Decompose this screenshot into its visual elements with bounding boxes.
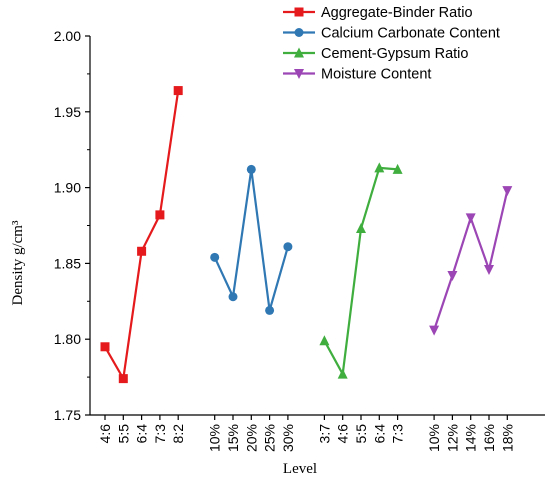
data-point: [429, 325, 440, 336]
series-2: [210, 164, 293, 315]
y-axis-title: Density g/cm³: [10, 220, 26, 305]
y-tick-label: 1.80: [54, 331, 81, 347]
series-1: [100, 86, 183, 384]
axes: [89, 36, 545, 416]
x-tick-label: 10%: [426, 424, 442, 452]
data-point: [246, 164, 256, 174]
legend-marker: [294, 7, 304, 17]
data-point: [210, 252, 220, 262]
legend-item: Cement-Gypsum Ratio: [283, 46, 468, 62]
series-4: [429, 186, 513, 336]
x-tick-label: 4:6: [97, 424, 113, 444]
data-point: [283, 242, 293, 252]
x-tick-label: 3:7: [316, 424, 332, 444]
legend-marker: [294, 47, 304, 58]
legend-marker: [294, 69, 304, 79]
x-tick-label: 4:6: [335, 424, 351, 444]
x-tick-label: 25%: [262, 424, 278, 452]
legend-item: Calcium Carbonate Content: [283, 26, 500, 42]
legend-item: Aggregate-Binder Ratio: [283, 5, 473, 21]
legend-label: Moisture Content: [321, 67, 431, 83]
legend-marker: [294, 28, 304, 37]
data-point: [155, 210, 165, 220]
y-tick-label: 1.85: [54, 255, 81, 271]
x-tick-label: 7:3: [152, 424, 168, 444]
series-line: [323, 166, 398, 378]
data-point: [265, 305, 275, 315]
legend-item: Moisture Content: [283, 67, 431, 83]
data-point: [374, 162, 385, 173]
data-point: [337, 368, 348, 379]
x-tick-label: 20%: [243, 424, 259, 452]
data-point: [118, 374, 128, 384]
y-tick-label: 1.75: [54, 407, 81, 423]
x-tick-label: 18%: [499, 424, 515, 452]
x-tick-label: 6:4: [134, 424, 150, 444]
series-line: [213, 169, 289, 311]
y-axis-ticks: 1.75 1.80 1.85 1.90 1.95 2.00: [54, 28, 90, 423]
x-tick-label: 7:3: [390, 424, 406, 444]
legend-label: Calcium Carbonate Content: [321, 26, 500, 42]
x-axis-ticks: 4:6 5:5 6:4 7:3 8:2 10% 15% 20% 25% 30% 3:7 4:6 5:5 6…: [97, 415, 515, 452]
data-point: [447, 271, 458, 282]
y-tick-label: 1.90: [54, 180, 81, 196]
x-axis-title: Level: [283, 461, 317, 477]
x-tick-label: 12%: [444, 424, 460, 452]
data-point: [392, 163, 403, 174]
data-point: [137, 246, 147, 256]
x-tick-label: 14%: [463, 424, 479, 452]
x-tick-label: 8:2: [170, 424, 186, 444]
data-point: [100, 342, 110, 352]
legend: Aggregate-Binder Ratio Calcium Carbonate …: [283, 5, 500, 83]
x-tick-label: 6:4: [371, 424, 387, 444]
series-line: [433, 190, 509, 331]
data-point: [319, 335, 330, 346]
data-point: [484, 264, 494, 275]
data-point: [173, 86, 183, 96]
y-tick-label: 1.95: [54, 104, 81, 120]
x-tick-label: 5:5: [353, 424, 369, 444]
data-point: [228, 292, 238, 302]
y-tick-label: 2.00: [54, 28, 81, 44]
series-line: [104, 90, 180, 382]
legend-label: Aggregate-Binder Ratio: [321, 5, 473, 21]
series-layer: [100, 86, 513, 384]
x-tick-label: 16%: [481, 424, 497, 452]
data-point: [502, 186, 513, 197]
data-point: [465, 213, 476, 224]
legend-label: Cement-Gypsum Ratio: [321, 46, 468, 62]
series-3: [319, 162, 403, 379]
x-tick-label: 10%: [207, 424, 223, 452]
x-tick-label: 30%: [280, 424, 296, 452]
data-point: [356, 223, 366, 234]
x-tick-label: 5:5: [115, 424, 131, 444]
x-tick-label: 15%: [225, 424, 241, 452]
